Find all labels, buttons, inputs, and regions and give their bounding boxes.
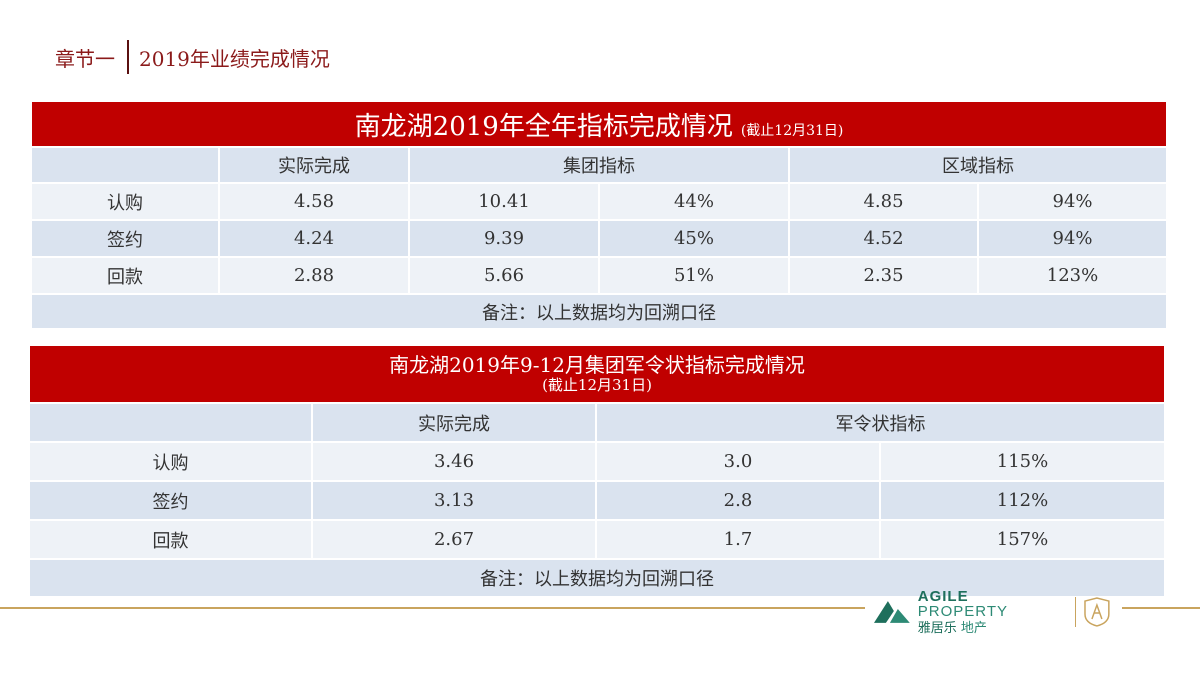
row-label: 认购 xyxy=(30,182,220,221)
col-header-region: 区域指标 xyxy=(787,146,1169,184)
cell-region-pct: 94% xyxy=(976,182,1169,221)
page-title: 2019年业绩完成情况 xyxy=(139,46,330,71)
table-row: 回款 2.88 5.66 51% 2.35 123% xyxy=(30,256,1169,295)
table-title-text: 南龙湖2019年9-12月集团军令状指标完成情况 xyxy=(389,352,805,377)
table-subtitle: (截止12月31日) xyxy=(740,122,844,139)
cell-actual: 4.58 xyxy=(218,182,410,221)
cell-pct: 157% xyxy=(878,519,1167,560)
logo-chinese-light: 地产 xyxy=(960,621,987,636)
company-logo: AGILE PROPERTY 雅居乐 地产 xyxy=(872,589,1112,635)
section-divider xyxy=(127,40,129,74)
logo-english: AGILE PROPERTY xyxy=(918,589,1063,619)
table-note: 备注：以上数据均为回溯口径 xyxy=(29,293,1169,330)
cell-actual: 3.46 xyxy=(311,441,597,482)
col-header-target: 军令状指标 xyxy=(594,402,1167,443)
cell-group: 9.39 xyxy=(408,219,600,258)
table-row: 回款 2.67 1.7 157% xyxy=(28,519,1167,560)
cell-actual: 2.88 xyxy=(218,256,410,295)
row-label: 认购 xyxy=(28,441,313,482)
logo-english-light: PROPERTY xyxy=(917,603,1009,620)
table-subtitle: (截止12月31日) xyxy=(542,375,652,394)
cell-target: 3.0 xyxy=(595,441,881,482)
table-row: 认购 4.58 10.41 44% 4.85 94% xyxy=(30,182,1169,221)
emblem-icon xyxy=(1084,597,1110,627)
row-label: 签约 xyxy=(30,219,220,258)
cell-actual: 4.24 xyxy=(218,219,410,258)
cell-group-pct: 51% xyxy=(598,256,790,295)
cell-region-pct: 123% xyxy=(976,256,1169,295)
cell-group: 5.66 xyxy=(408,256,600,295)
row-label: 回款 xyxy=(28,519,313,560)
cell-target: 2.8 xyxy=(595,480,881,521)
table-note: 备注：以上数据均为回溯口径 xyxy=(27,558,1167,598)
table-row: 签约 3.13 2.8 112% xyxy=(28,480,1167,521)
cell-group-pct: 44% xyxy=(598,182,790,221)
section-header: 章节一 2019年业绩完成情况 xyxy=(55,40,330,74)
cell-target: 1.7 xyxy=(595,519,881,560)
col-header-actual: 实际完成 xyxy=(218,146,410,184)
row-label: 回款 xyxy=(30,256,220,295)
logo-chinese-bold: 雅居乐 xyxy=(917,621,957,636)
col-header-group: 集团指标 xyxy=(408,146,790,184)
corner-cell xyxy=(28,402,313,443)
cell-region: 4.52 xyxy=(788,219,979,258)
table-title-text: 南龙湖2019年全年指标完成情况 xyxy=(354,111,733,142)
footer-line-left xyxy=(0,607,865,609)
table-title: 南龙湖2019年全年指标完成情况 (截止12月31日) xyxy=(29,100,1169,148)
cell-region-pct: 94% xyxy=(976,219,1169,258)
logo-divider xyxy=(1075,597,1077,627)
agile-leaf-icon xyxy=(873,601,910,623)
cell-group: 10.41 xyxy=(408,182,600,221)
table-row: 认购 3.46 3.0 115% xyxy=(28,441,1167,482)
order-target-table: 南龙湖2019年9-12月集团军令状指标完成情况 (截止12月31日) 实际完成… xyxy=(27,344,1167,598)
cell-pct: 115% xyxy=(878,441,1167,482)
cell-group-pct: 45% xyxy=(598,219,790,258)
corner-cell xyxy=(30,146,220,184)
cell-pct: 112% xyxy=(878,480,1167,521)
logo-text: AGILE PROPERTY 雅居乐 地产 xyxy=(918,589,1063,635)
logo-english-bold: AGILE xyxy=(917,588,969,605)
logo-chinese: 雅居乐 地产 xyxy=(918,622,1063,635)
annual-target-table: 南龙湖2019年全年指标完成情况 (截止12月31日) 实际完成 集团指标 区域指… xyxy=(29,100,1169,330)
footer-line-right xyxy=(1122,607,1200,609)
cell-actual: 3.13 xyxy=(311,480,597,521)
cell-actual: 2.67 xyxy=(311,519,597,560)
col-header-actual: 实际完成 xyxy=(311,402,597,443)
section-number: 章节一 xyxy=(55,46,115,71)
cell-region: 4.85 xyxy=(788,182,979,221)
table-row: 签约 4.24 9.39 45% 4.52 94% xyxy=(30,219,1169,258)
row-label: 签约 xyxy=(28,480,313,521)
table-title: 南龙湖2019年9-12月集团军令状指标完成情况 (截止12月31日) xyxy=(27,344,1167,404)
cell-region: 2.35 xyxy=(788,256,979,295)
